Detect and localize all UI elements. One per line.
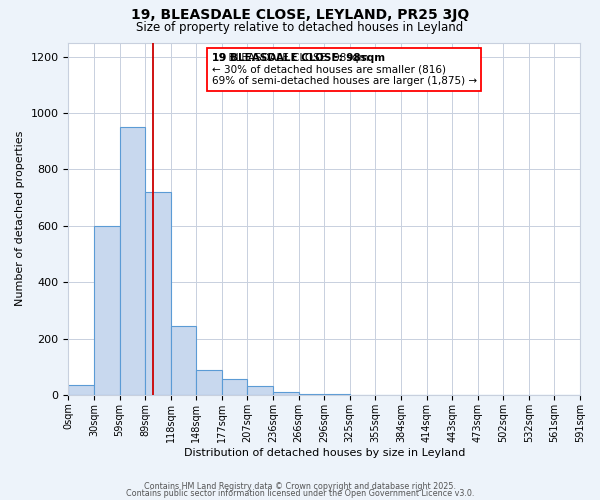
Bar xyxy=(299,394,324,395)
Bar xyxy=(324,394,350,395)
Bar xyxy=(171,326,196,395)
Bar xyxy=(145,192,171,395)
Bar xyxy=(222,380,247,395)
X-axis label: Distribution of detached houses by size in Leyland: Distribution of detached houses by size … xyxy=(184,448,465,458)
Bar xyxy=(247,386,273,395)
Bar xyxy=(273,392,299,395)
Bar xyxy=(68,385,94,395)
Y-axis label: Number of detached properties: Number of detached properties xyxy=(15,131,25,306)
Text: Contains HM Land Registry data © Crown copyright and database right 2025.: Contains HM Land Registry data © Crown c… xyxy=(144,482,456,491)
Text: 19, BLEASDALE CLOSE, LEYLAND, PR25 3JQ: 19, BLEASDALE CLOSE, LEYLAND, PR25 3JQ xyxy=(131,8,469,22)
Text: 19 BLEASDALE CLOSE: 98sqm: 19 BLEASDALE CLOSE: 98sqm xyxy=(212,53,385,63)
Text: 19 BLEASDALE CLOSE: 98sqm
← 30% of detached houses are smaller (816)
69% of semi: 19 BLEASDALE CLOSE: 98sqm ← 30% of detac… xyxy=(212,53,477,86)
Text: Contains public sector information licensed under the Open Government Licence v3: Contains public sector information licen… xyxy=(126,490,474,498)
Bar xyxy=(119,127,145,395)
Text: Size of property relative to detached houses in Leyland: Size of property relative to detached ho… xyxy=(136,21,464,34)
Bar xyxy=(94,226,119,395)
Bar xyxy=(196,370,222,395)
